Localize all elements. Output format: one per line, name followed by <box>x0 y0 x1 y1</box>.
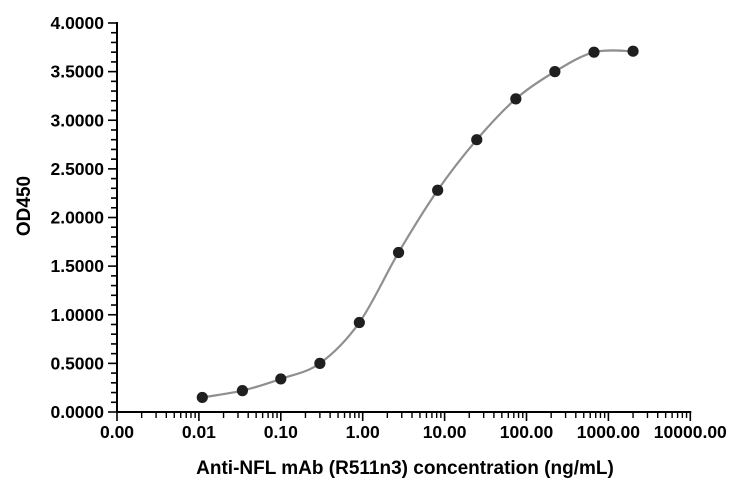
dose-response-curve <box>201 49 635 399</box>
data-point <box>314 357 326 369</box>
data-point <box>627 45 639 57</box>
fit-curve <box>201 49 635 399</box>
x-tick-label: 10000.00 <box>654 422 727 442</box>
y-tick-label: 3.0000 <box>50 110 104 130</box>
x-tick-label: 10.00 <box>423 422 467 442</box>
y-tick-label: 3.5000 <box>50 62 104 82</box>
x-tick-label: 1.00 <box>346 422 380 442</box>
data-point <box>353 316 365 329</box>
tick-labels: 0.0000 0.5000 1.0000 1.5000 2.0000 2.5000 3.00… <box>50 13 727 442</box>
data-point <box>392 246 405 259</box>
data-point <box>236 385 249 397</box>
data-point <box>432 184 444 196</box>
x-tick-label: 1000.00 <box>577 422 641 442</box>
data-points <box>196 45 639 404</box>
y-tick-label: 1.0000 <box>50 305 104 325</box>
y-tick-label: 1.5000 <box>50 256 104 276</box>
x-tick-label: 100.00 <box>500 422 554 442</box>
data-point <box>196 391 208 404</box>
x-axis-title: Anti-NFL mAb (R511n3) concentration (ng/… <box>196 458 614 479</box>
data-point <box>510 93 522 105</box>
y-tick-label: 4.0000 <box>50 13 104 33</box>
y-tick-label: 0.5000 <box>50 353 104 373</box>
y-tick-label: 0.0000 <box>50 402 104 422</box>
data-point <box>549 66 561 78</box>
axes <box>108 22 692 421</box>
y-tick-label: 2.0000 <box>50 208 104 228</box>
data-point <box>275 373 287 385</box>
x-tick-label: 0.00 <box>100 422 134 442</box>
y-axis-title: OD450 <box>14 176 35 236</box>
data-point <box>471 134 483 146</box>
data-point <box>588 46 600 58</box>
x-tick-label: 0.10 <box>264 422 298 442</box>
y-tick-label: 2.5000 <box>50 159 104 179</box>
x-tick-label: 0.01 <box>182 422 216 442</box>
